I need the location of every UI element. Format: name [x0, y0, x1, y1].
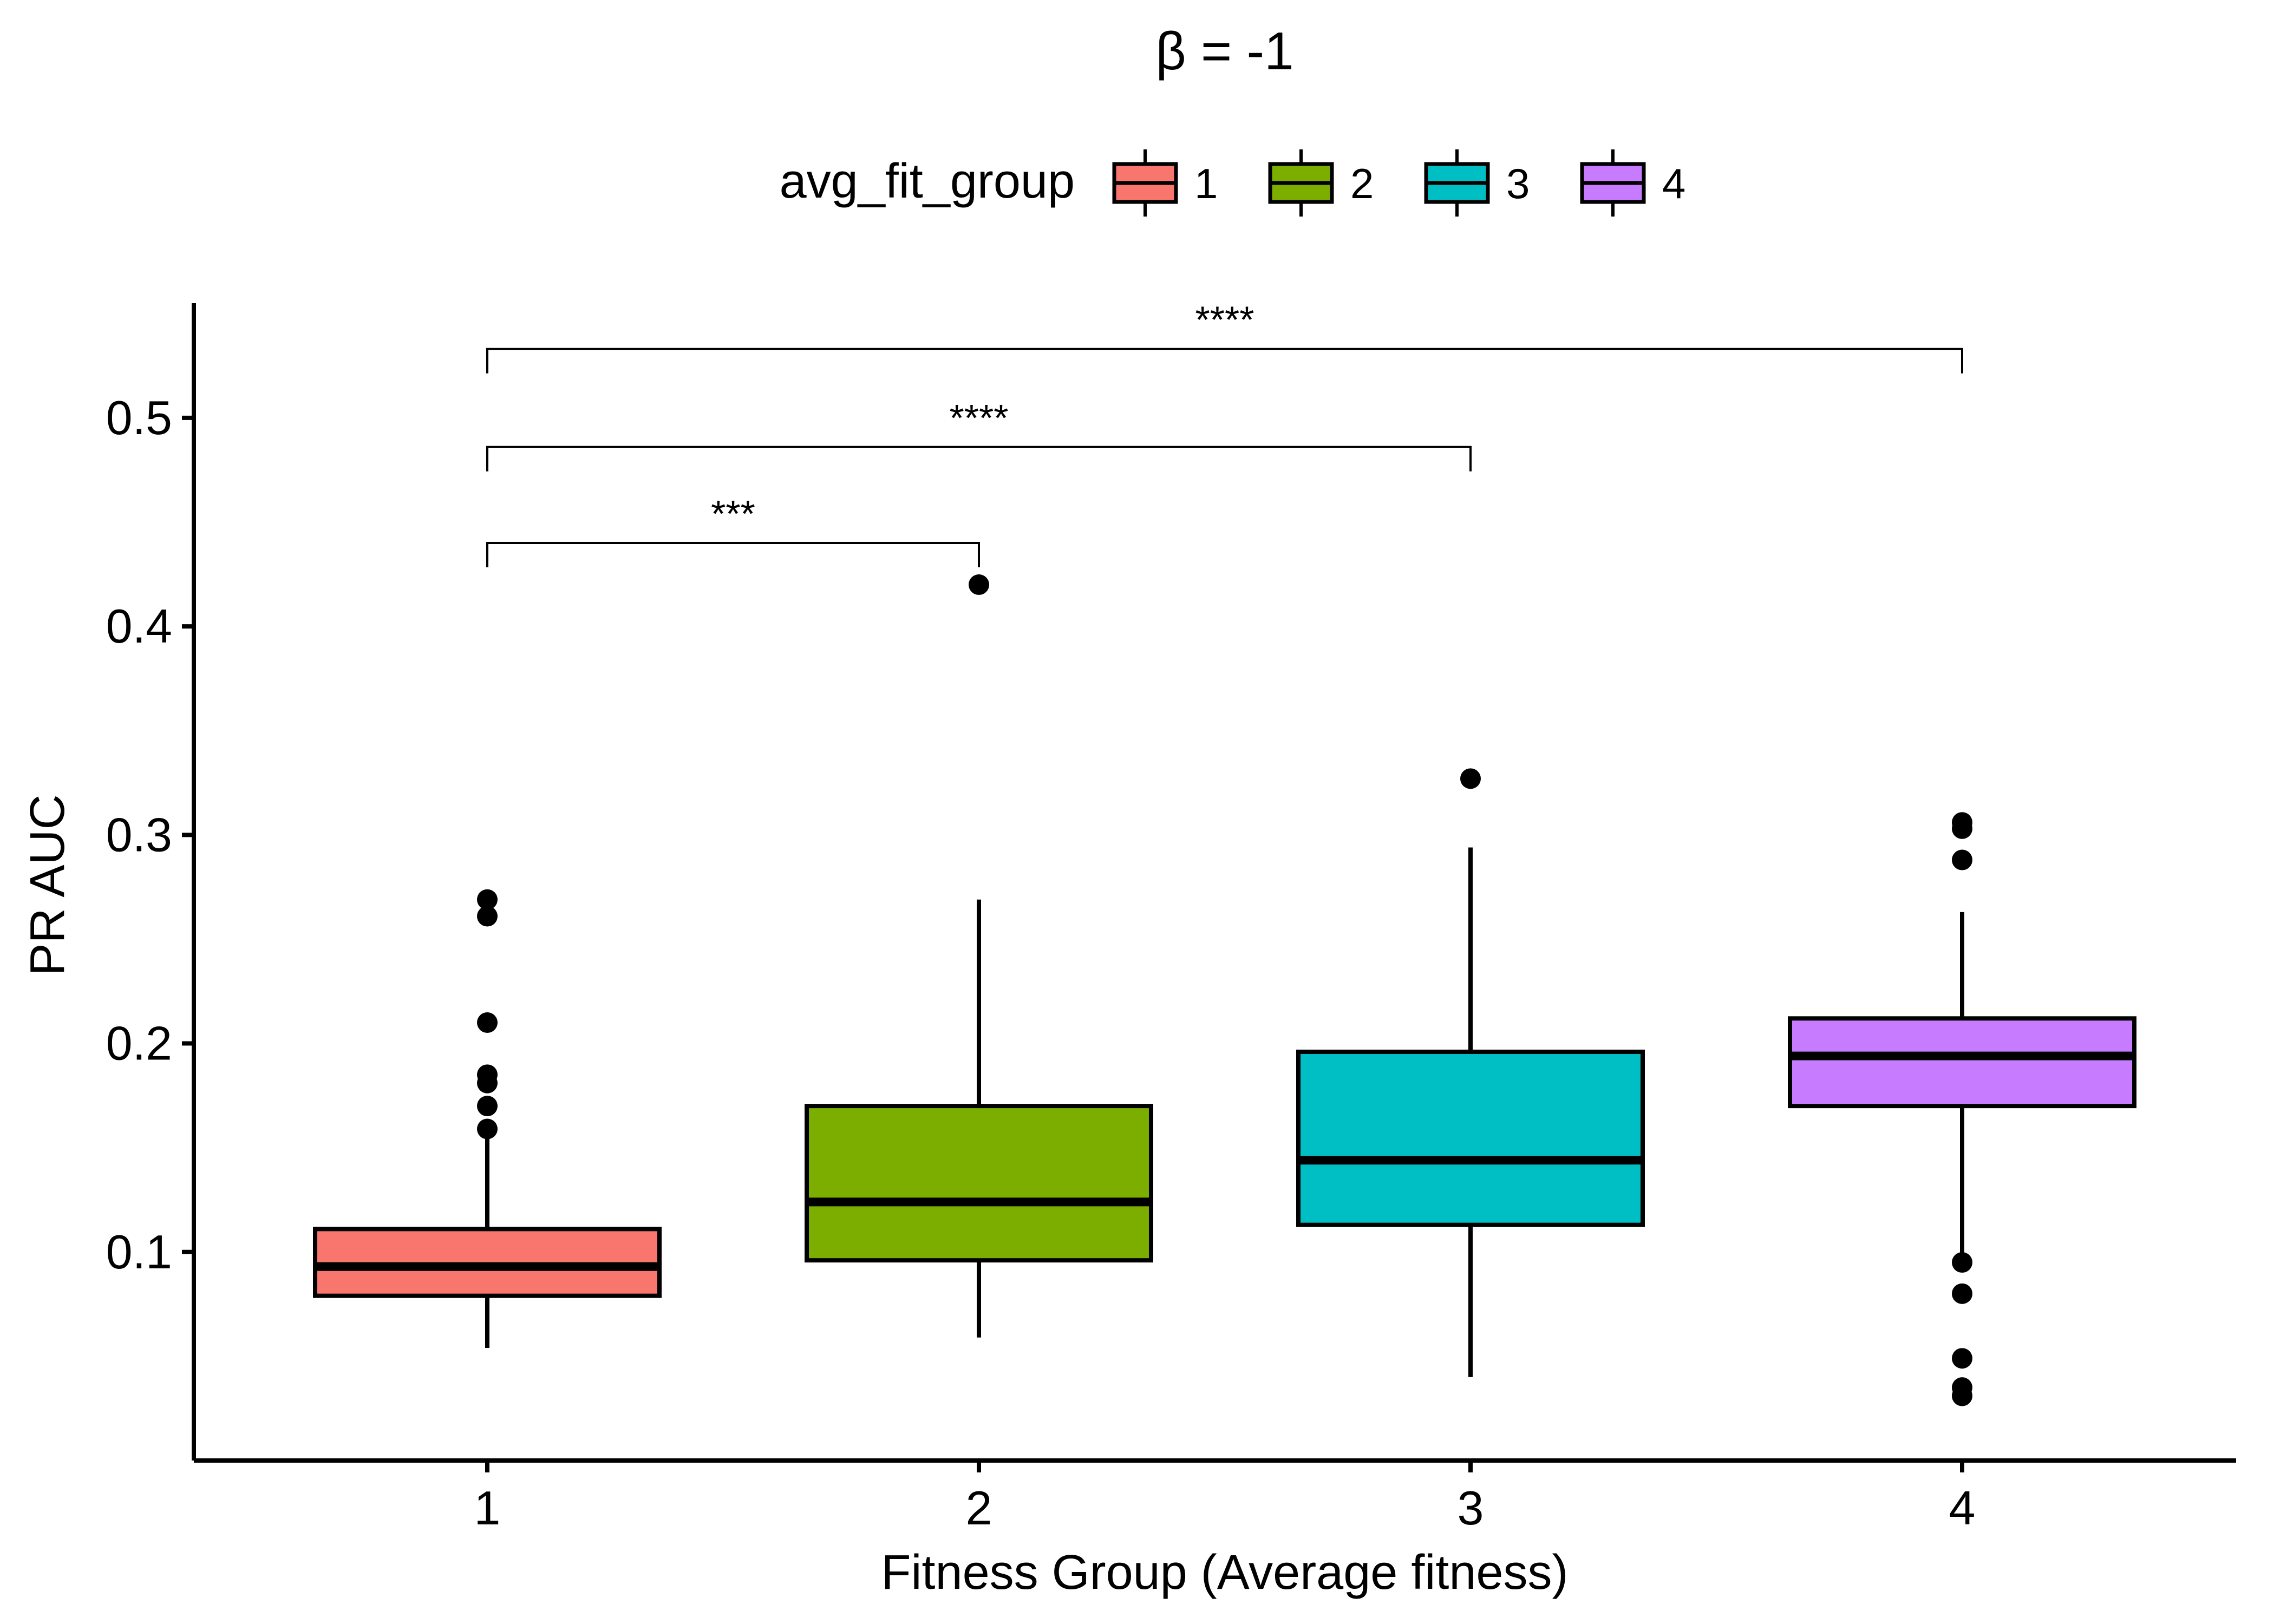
outlier-point — [1952, 1283, 1972, 1304]
outlier-point — [1952, 1348, 1972, 1369]
x-tick-label: 4 — [1949, 1481, 1976, 1535]
legend-key-1: 1 — [1112, 149, 1218, 217]
legend-label: 3 — [1506, 160, 1530, 207]
legend-key-3: 3 — [1424, 149, 1530, 217]
x-tick-label: 2 — [966, 1481, 992, 1535]
box-group-4 — [1788, 812, 2136, 1406]
x-axis-label: Fitness Group (Average fitness) — [881, 1546, 1569, 1600]
outlier-point — [477, 889, 498, 910]
bracket-line — [486, 446, 1472, 472]
box-group-2 — [805, 574, 1153, 1338]
legend-label: 2 — [1350, 160, 1374, 207]
y-tick-label: 0.5 — [106, 391, 172, 444]
legend-label: 1 — [1194, 160, 1218, 207]
y-tick-label: 0.4 — [106, 599, 172, 653]
y-axis-label: PR AUC — [21, 794, 75, 975]
significance-bracket: **** — [486, 299, 1963, 374]
outlier-point — [1952, 1377, 1972, 1398]
outlier-point — [477, 1118, 498, 1140]
outlier-point — [477, 1096, 498, 1117]
outlier-point — [477, 906, 498, 927]
bracket-line — [486, 542, 980, 568]
box — [1788, 1016, 2136, 1109]
chart-title: β = -1 — [1155, 21, 1293, 81]
box — [805, 1104, 1153, 1263]
x-tick-label: 1 — [474, 1481, 501, 1535]
legend: avg_fit_group 1 2 3 4 — [780, 149, 1685, 217]
significance-label: *** — [711, 493, 755, 535]
outlier-point — [1952, 849, 1972, 870]
outlier-point — [969, 574, 989, 595]
y-tick-label: 0.1 — [106, 1225, 172, 1279]
significance-label: **** — [1195, 299, 1254, 341]
y-tick-label: 0.3 — [106, 808, 172, 861]
plot-area: 0.10.20.30.40.51 2 3 4*********** — [106, 299, 2236, 1535]
legend-label: 4 — [1662, 160, 1685, 207]
box — [1296, 1049, 1645, 1227]
outlier-point — [477, 1064, 498, 1085]
box-group-1 — [313, 889, 662, 1348]
legend-key-2: 2 — [1268, 149, 1374, 217]
outlier-point — [1952, 812, 1972, 833]
outlier-point — [1460, 768, 1481, 789]
y-tick-label: 0.2 — [106, 1017, 172, 1070]
bracket-line — [486, 348, 1963, 374]
legend-key-4: 4 — [1580, 149, 1685, 217]
significance-bracket: *** — [486, 493, 980, 568]
outlier-point — [477, 1012, 498, 1033]
legend-title: avg_fit_group — [780, 154, 1075, 208]
x-tick-label: 3 — [1458, 1481, 1484, 1535]
outlier-point — [1952, 1252, 1972, 1273]
significance-label: **** — [950, 397, 1009, 439]
box-group-3 — [1296, 768, 1645, 1377]
significance-bracket: **** — [486, 397, 1472, 472]
